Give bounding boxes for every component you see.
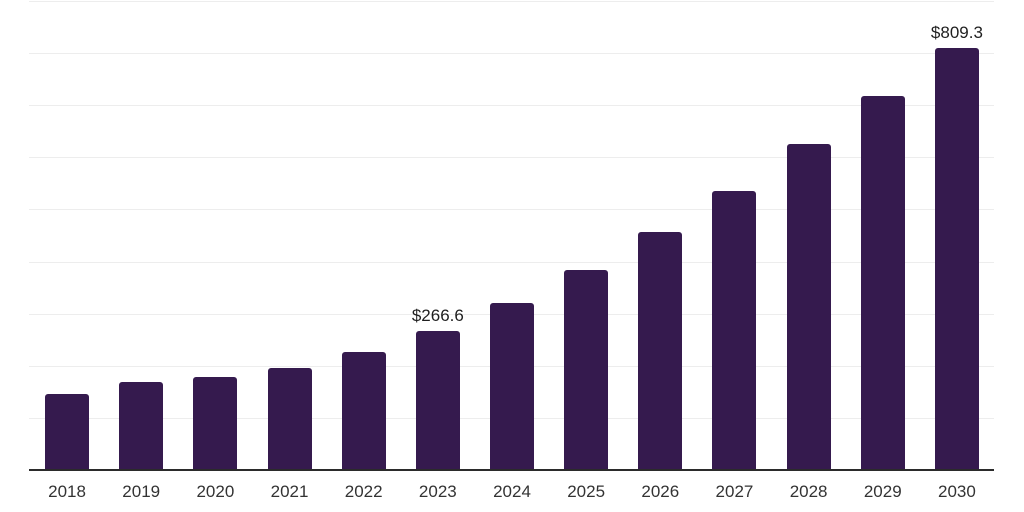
x-tick-label-2023: 2023 <box>418 482 457 501</box>
x-tick-label-2030: 2030 <box>938 482 976 501</box>
bar-2029 <box>860 96 905 470</box>
bar-2022 <box>341 352 386 470</box>
bar-2028 <box>786 144 831 470</box>
gridline-600 <box>29 157 994 159</box>
value-label-2023: $266.6 <box>411 306 464 326</box>
x-tick-label-2019: 2019 <box>122 482 161 501</box>
x-tick-label-2024: 2024 <box>493 482 531 501</box>
plot-area: $266.6 $809.3 <box>29 1 994 470</box>
x-tick-label-2025: 2025 <box>567 482 606 501</box>
bar-2030 <box>934 48 979 470</box>
bar-2018 <box>45 394 90 470</box>
bar-2024 <box>490 303 534 470</box>
x-tick-label-2020: 2020 <box>196 482 235 501</box>
bar-2025 <box>564 270 609 470</box>
gridline-800 <box>29 53 994 55</box>
x-tick-label-2029: 2029 <box>863 482 902 501</box>
bar-2021 <box>267 368 312 470</box>
x-tick-label-2026: 2026 <box>641 482 680 501</box>
x-tick-label-2018: 2018 <box>48 482 86 501</box>
value-label-2030: $809.3 <box>930 23 983 43</box>
bar-2027 <box>712 190 757 470</box>
gridline-700 <box>29 105 994 107</box>
x-tick-label-2021: 2021 <box>270 482 309 501</box>
bar-2023 <box>415 331 460 470</box>
bar-2020 <box>193 377 238 470</box>
bar-2026 <box>638 232 683 470</box>
bar-2019 <box>119 382 164 470</box>
gridline-900 <box>29 1 994 2</box>
x-tick-label-2022: 2022 <box>344 482 383 501</box>
x-axis-line <box>29 469 994 471</box>
x-tick-label-2027: 2027 <box>715 482 754 501</box>
x-tick-label-2028: 2028 <box>789 482 828 501</box>
gridline-500 <box>29 209 994 211</box>
gridline-400 <box>29 261 994 263</box>
